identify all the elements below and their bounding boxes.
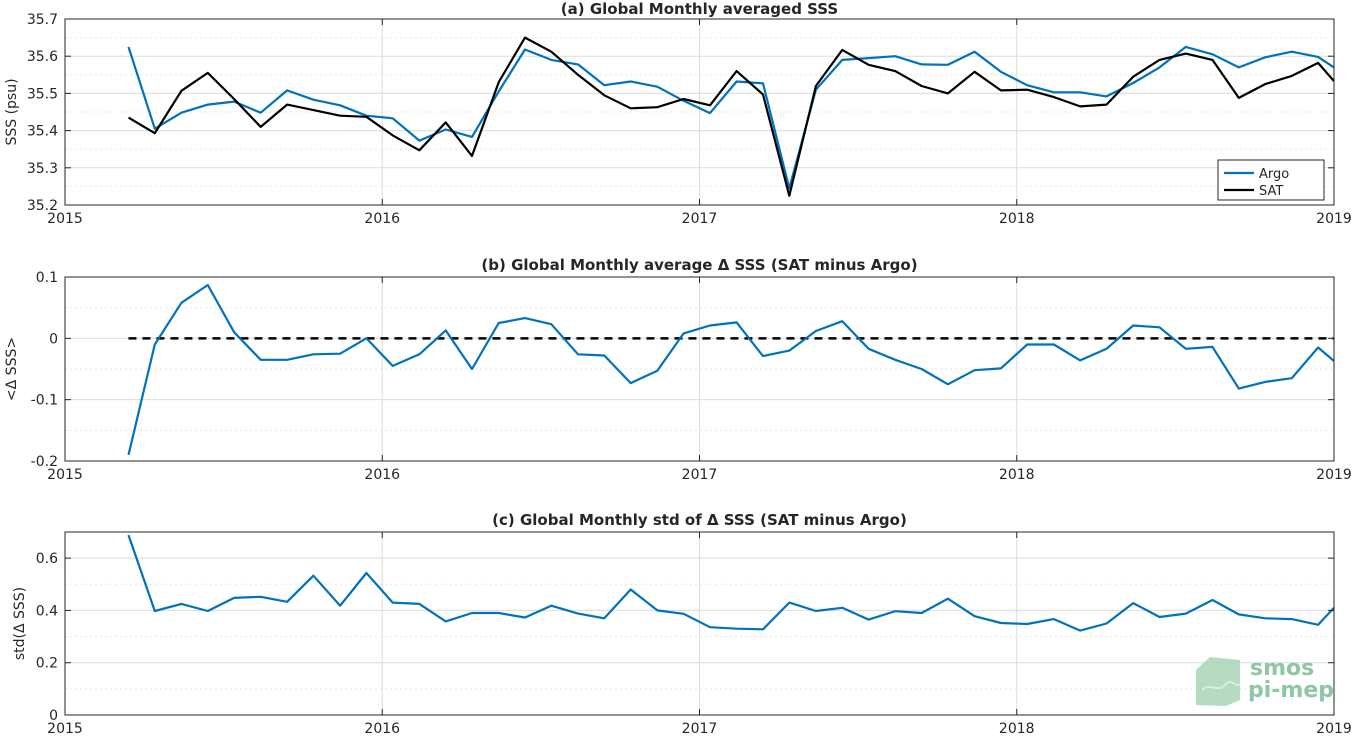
- y-tick-label: -0.2: [31, 454, 58, 470]
- panel-3: 2015 2016 2017 2018 2019 0 0.2 0.4 0.6 (c) Global…: [12, 511, 1352, 737]
- y-tick-label: 35.7: [27, 12, 58, 28]
- chart-title: (a) Global Monthly averaged SSS: [561, 0, 838, 18]
- x-tick-label: 2019: [1316, 467, 1352, 483]
- x-tick-label: 2018: [999, 211, 1035, 227]
- y-tick-label: 0: [49, 331, 58, 347]
- x-tick-label: 2019: [1316, 721, 1352, 737]
- grid: [64, 531, 1335, 716]
- y-tick-label: 0.6: [36, 551, 58, 567]
- grid: [64, 18, 1335, 206]
- x-tick-label: 2016: [364, 721, 400, 737]
- logo-text-line2: pi-mep: [1248, 678, 1334, 703]
- x-tick-label: 2019: [1316, 211, 1352, 227]
- x-tick-label: 2018: [999, 721, 1035, 737]
- y-tick-label: -0.1: [31, 393, 58, 409]
- series-line-delta-sss: [127, 283, 1335, 456]
- chart-title: (b) Global Monthly average Δ SSS (SAT mi…: [481, 256, 917, 274]
- y-tick-label: 35.5: [27, 86, 58, 102]
- legend-box: [1217, 159, 1325, 201]
- chart-title: (c) Global Monthly std of Δ SSS (SAT min…: [492, 511, 907, 529]
- y-tick-label: 0: [49, 708, 58, 724]
- panel-1: 2015 2016 2017 2018 2019 35.2 35.3 35.4 35.5 35.6…: [4, 0, 1352, 227]
- logo-wave: [1201, 681, 1241, 691]
- logo-mark: [1196, 657, 1240, 706]
- y-tick-label: 35.6: [27, 49, 58, 65]
- x-tick-label: 2016: [364, 211, 400, 227]
- y-tick-label: 0.4: [36, 603, 58, 619]
- grid: [64, 276, 1335, 462]
- y-tick-label: 35.2: [27, 198, 58, 214]
- logo-text-line1: smos: [1250, 656, 1314, 681]
- y-axis-label: SSS (psu): [4, 78, 20, 145]
- y-tick-label: 35.3: [27, 161, 58, 177]
- legend-label-argo: Argo: [1259, 167, 1289, 182]
- y-tick-label: 0.1: [36, 270, 58, 286]
- x-tick-label: 2017: [682, 467, 718, 483]
- x-tick-label: 2016: [364, 467, 400, 483]
- y-tick-label: 0.2: [36, 656, 58, 672]
- x-tick-label: 2017: [682, 211, 718, 227]
- x-tick-label: 2018: [999, 467, 1035, 483]
- series-line-argo: [127, 45, 1335, 190]
- x-tick-label: 2017: [682, 721, 718, 737]
- y-tick-label: 35.4: [27, 124, 58, 140]
- y-axis-label: std(Δ SSS): [12, 587, 28, 660]
- x-tick-label: 2015: [47, 467, 83, 483]
- series-line-sat: [127, 36, 1335, 197]
- panel-2: 2015 2016 2017 2018 2019 -0.2 -0.1 0 0.1 (b) Glob…: [4, 256, 1352, 483]
- legend-label-sat: SAT: [1259, 184, 1283, 199]
- y-axis-label: <Δ SSS>: [4, 337, 20, 401]
- series-line-delta-sss: [127, 534, 1335, 632]
- x-tick-label: 2015: [47, 721, 83, 737]
- x-tick-label: 2015: [47, 211, 83, 227]
- legend: Argo SAT: [1217, 159, 1325, 201]
